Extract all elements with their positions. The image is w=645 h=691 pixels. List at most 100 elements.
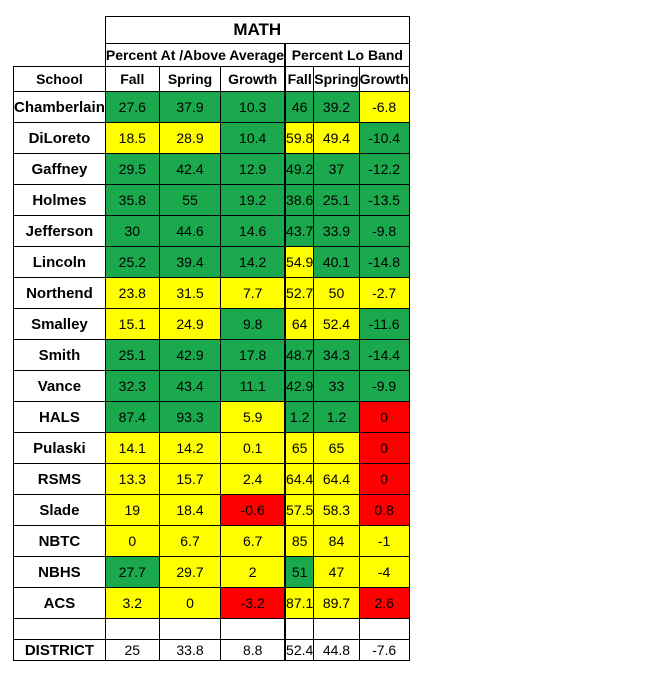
lo-band-growth-cell: -1: [358, 525, 410, 557]
table-row: Pulaski 14.1 14.2 0.1 65 65 0: [13, 432, 410, 464]
lo-band-fall-cell: 65: [285, 432, 315, 464]
above-avg-spring-cell: 15.7: [158, 463, 222, 495]
above-avg-spring-cell: 6.7: [158, 525, 222, 557]
above-avg-growth-cell: 14.6: [220, 215, 286, 247]
column-header-fall: Fall: [104, 66, 160, 92]
school-name-cell: Lincoln: [13, 246, 106, 278]
lo-band-growth-cell: 0: [358, 432, 410, 464]
above-avg-spring-cell: 39.4: [158, 246, 222, 278]
table-row: Northend 23.8 31.5 7.7 52.7 50 -2.7: [13, 277, 410, 309]
empty-cell: [285, 618, 315, 640]
table-row: Smith 25.1 42.9 17.8 48.7 34.3 -14.4: [13, 339, 410, 371]
above-avg-growth-cell: 9.8: [220, 308, 286, 340]
above-avg-spring-cell: 93.3: [158, 401, 222, 433]
lo-band-spring-cell: 37: [313, 153, 360, 185]
above-avg-fall-cell: 25.1: [104, 339, 160, 371]
corner-blank: [13, 43, 106, 67]
above-avg-fall-cell: 3.2: [104, 587, 160, 619]
above-avg-spring-cell: 43.4: [158, 370, 222, 402]
table-row: NBHS 27.7 29.7 2 51 47 -4: [13, 556, 410, 588]
district-row: DISTRICT 25 33.8 8.8 52.4 44.8 -7.6: [13, 639, 410, 661]
group-header-lo-band: Percent Lo Band: [285, 43, 410, 67]
above-avg-fall-cell: 27.6: [104, 91, 160, 123]
school-name-cell: Smith: [13, 339, 106, 371]
table-row: DiLoreto 18.5 28.9 10.4 59.8 49.4 -10.4: [13, 122, 410, 154]
above-avg-spring-cell: 55: [158, 184, 222, 216]
above-avg-growth-cell: 2: [220, 556, 286, 588]
empty-cell: [13, 618, 106, 640]
school-name-cell: Slade: [13, 494, 106, 526]
lo-band-spring-cell: 47: [313, 556, 360, 588]
above-avg-growth-cell: 2.4: [220, 463, 286, 495]
lo-band-spring-cell: 33: [313, 370, 360, 402]
above-avg-fall-cell: 18.5: [104, 122, 160, 154]
above-avg-fall-cell: 19: [104, 494, 160, 526]
above-avg-fall-cell: 32.3: [104, 370, 160, 402]
lo-band-spring-cell: 39.2: [313, 91, 360, 123]
above-avg-fall-cell: 15.1: [104, 308, 160, 340]
lo-band-spring-cell: 44.8: [313, 639, 360, 661]
lo-band-growth-cell: -11.6: [358, 308, 410, 340]
above-avg-growth-cell: -0.6: [220, 494, 286, 526]
table-row: ACS 3.2 0 -3.2 87.1 89.7 2.6: [13, 587, 410, 619]
lo-band-spring-cell: 65: [313, 432, 360, 464]
lo-band-growth-cell: -13.5: [358, 184, 410, 216]
above-avg-fall-cell: 13.3: [104, 463, 160, 495]
above-avg-growth-cell: 14.2: [220, 246, 286, 278]
empty-cell: [313, 618, 360, 640]
lo-band-spring-cell: 40.1: [313, 246, 360, 278]
school-name-cell: Vance: [13, 370, 106, 402]
above-avg-growth-cell: 6.7: [220, 525, 286, 557]
lo-band-spring-cell: 64.4: [313, 463, 360, 495]
above-avg-spring-cell: 33.8: [158, 639, 222, 661]
table-row: HALS 87.4 93.3 5.9 1.2 1.2 0: [13, 401, 410, 433]
above-avg-fall-cell: 87.4: [104, 401, 160, 433]
above-avg-fall-cell: 14.1: [104, 432, 160, 464]
lo-band-growth-cell: -14.4: [358, 339, 410, 371]
corner-blank: [13, 16, 106, 44]
above-avg-fall-cell: 30: [104, 215, 160, 247]
lo-band-growth-cell: 0: [358, 463, 410, 495]
school-name-cell: Pulaski: [13, 432, 106, 464]
column-header-spring: Spring: [313, 66, 360, 92]
lo-band-fall-cell: 1.2: [285, 401, 315, 433]
above-avg-fall-cell: 23.8: [104, 277, 160, 309]
lo-band-spring-cell: 84: [313, 525, 360, 557]
school-name-cell: NBTC: [13, 525, 106, 557]
school-name-cell: Smalley: [13, 308, 106, 340]
above-avg-fall-cell: 35.8: [104, 184, 160, 216]
school-name-cell: Chamberlain: [13, 91, 106, 123]
school-name-cell: NBHS: [13, 556, 106, 588]
above-avg-growth-cell: 11.1: [220, 370, 286, 402]
school-name-cell: Northend: [13, 277, 106, 309]
above-avg-spring-cell: 44.6: [158, 215, 222, 247]
above-avg-spring-cell: 31.5: [158, 277, 222, 309]
empty-cell: [358, 618, 410, 640]
lo-band-fall-cell: 52.7: [285, 277, 315, 309]
lo-band-fall-cell: 59.8: [285, 122, 315, 154]
table-row: Holmes 35.8 55 19.2 38.6 25.1 -13.5: [13, 184, 410, 216]
lo-band-fall-cell: 52.4: [285, 639, 315, 661]
column-header-growth: Growth: [220, 66, 286, 92]
table-row: Chamberlain 27.6 37.9 10.3 46 39.2 -6.8: [13, 91, 410, 123]
lo-band-spring-cell: 52.4: [313, 308, 360, 340]
table-body: Chamberlain 27.6 37.9 10.3 46 39.2 -6.8 DiLoret…: [13, 91, 410, 661]
above-avg-growth-cell: 7.7: [220, 277, 286, 309]
group-header-above-average: Percent At /Above Average: [104, 43, 286, 67]
lo-band-spring-cell: 25.1: [313, 184, 360, 216]
school-name-cell: Holmes: [13, 184, 106, 216]
table-row: NBTC 0 6.7 6.7 85 84 -1: [13, 525, 410, 557]
lo-band-spring-cell: 89.7: [313, 587, 360, 619]
above-avg-spring-cell: 0: [158, 587, 222, 619]
math-table: MATH Percent At /Above Average Percent L…: [13, 16, 410, 661]
spacer-row: [13, 618, 410, 640]
empty-cell: [220, 618, 286, 640]
lo-band-growth-cell: 0.8: [358, 494, 410, 526]
above-avg-growth-cell: 5.9: [220, 401, 286, 433]
above-avg-fall-cell: 29.5: [104, 153, 160, 185]
above-avg-growth-cell: -3.2: [220, 587, 286, 619]
above-avg-growth-cell: 10.3: [220, 91, 286, 123]
lo-band-fall-cell: 38.6: [285, 184, 315, 216]
above-avg-growth-cell: 8.8: [220, 639, 286, 661]
table-title: MATH: [104, 16, 410, 44]
